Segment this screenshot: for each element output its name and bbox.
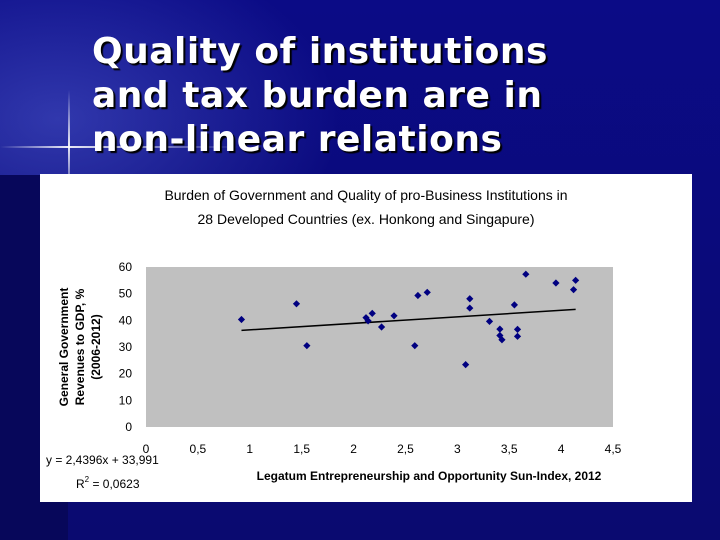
scatter-chart: Burden of Government and Quality of pro-…: [46, 187, 622, 491]
slide-title-line-3: non-linear relations: [92, 119, 503, 160]
data-point: [362, 314, 370, 322]
y-tick-label: 40: [119, 313, 133, 327]
data-point: [552, 279, 560, 287]
x-tick-label: 2,5: [397, 442, 414, 456]
trend-equation: y = 2,4396x + 33,991: [46, 453, 159, 467]
r-squared-label: R2 = 0,0623: [76, 475, 140, 491]
x-tick-label: 4,5: [605, 442, 622, 456]
y-tick-label: 50: [119, 287, 133, 301]
y-tick-label: 30: [119, 340, 133, 354]
chart-title-line-1: Burden of Government and Quality of pro-…: [164, 187, 567, 203]
y-axis-label-line-2: Revenues to GDP, %: [73, 288, 87, 405]
y-tick-label: 0: [125, 420, 132, 434]
slide-title-line-1: Quality of institutions: [92, 31, 548, 72]
slide-title-line-2: and tax burden are in: [92, 75, 543, 116]
x-tick-label: 4: [558, 442, 565, 456]
data-point: [414, 291, 422, 300]
y-tick-label: 60: [119, 260, 133, 274]
slide-title: Quality of institutions and tax burden a…: [92, 30, 692, 162]
data-point: [498, 336, 506, 344]
x-tick-label: 3: [454, 442, 461, 456]
plot-area: [146, 267, 613, 427]
data-point: [364, 317, 372, 325]
data-point: [496, 331, 504, 340]
data-point: [377, 323, 386, 331]
data-point: [522, 270, 530, 278]
chart-container: Burden of Government and Quality of pro-…: [40, 174, 692, 502]
x-tick-label: 1: [246, 442, 253, 456]
data-point: [303, 342, 311, 350]
x-tick-label: 0,5: [190, 442, 207, 456]
y-axis-ticks: 0 10 20 30 40 50 60: [119, 260, 133, 434]
data-point: [513, 325, 522, 333]
x-tick-label: 1,5: [293, 442, 310, 456]
data-point: [292, 300, 301, 308]
data-point: [390, 312, 398, 320]
x-tick-label: 3,5: [501, 442, 518, 456]
chart-title-line-2: 28 Developed Countries (ex. Honkong and …: [198, 211, 535, 227]
x-axis-ticks: 0 0,5 1 1,5 2 2,5 3 3,5 4 4,5: [143, 442, 622, 456]
data-point: [466, 295, 474, 303]
x-tick-label: 0: [143, 442, 150, 456]
x-tick-label: 2: [350, 442, 357, 456]
y-axis-label-line-3: (2006-2012): [89, 314, 103, 379]
light-flare-vertical: [68, 90, 70, 200]
data-point: [237, 315, 246, 324]
x-axis-label: Legatum Entrepreneurship and Opportunity…: [257, 469, 602, 483]
data-point: [510, 301, 519, 309]
light-flare-horizontal: [0, 146, 240, 148]
data-point: [513, 332, 522, 340]
y-axis-label: General Government Revenues to GDP, % (2…: [57, 288, 103, 407]
y-tick-label: 10: [119, 393, 133, 407]
y-tick-label: 20: [119, 367, 133, 381]
trend-line: [241, 308, 576, 332]
y-axis-label-line-1: General Government: [57, 288, 71, 407]
